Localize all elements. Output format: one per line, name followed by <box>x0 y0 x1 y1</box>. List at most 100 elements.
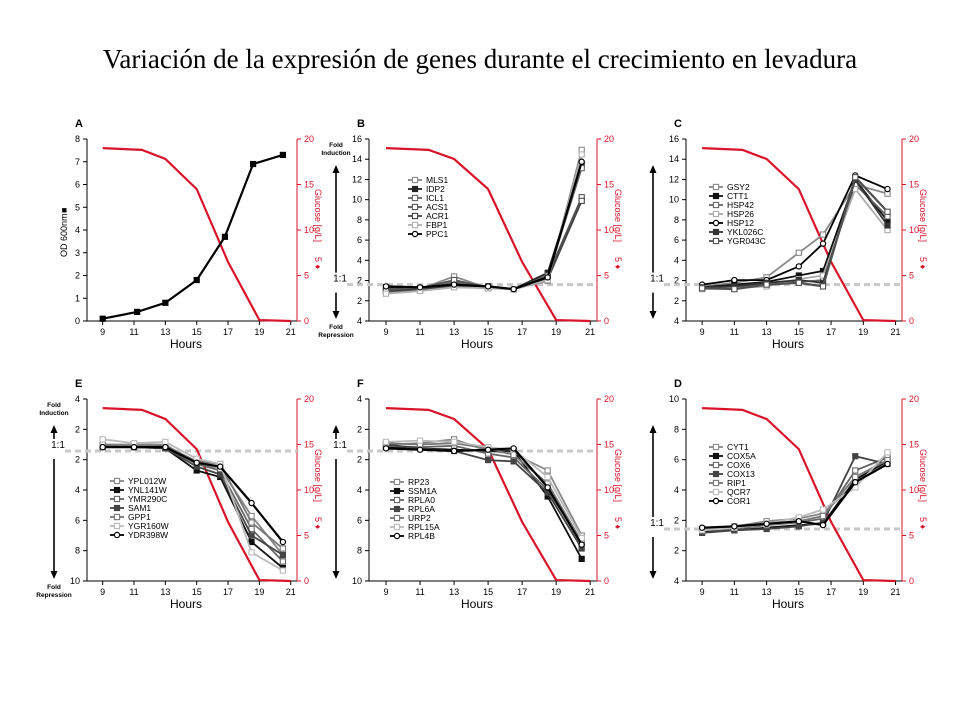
legend-marker <box>113 513 121 521</box>
legend-marker <box>393 532 401 540</box>
data-point <box>819 283 827 290</box>
legend-item: YKL026C <box>727 227 763 237</box>
legend-item: RP23 <box>408 477 430 487</box>
legend-marker <box>113 531 121 539</box>
series-acr1 <box>382 197 585 295</box>
panel-letter: B <box>357 118 365 130</box>
data-point <box>763 520 770 528</box>
fold-induction-label: Fold <box>329 142 343 149</box>
y2-tick-label: 5 <box>304 531 309 541</box>
induction-arrowhead <box>649 425 657 433</box>
legend-item: GSY2 <box>727 182 750 192</box>
data-point <box>99 436 106 443</box>
glucose-line <box>702 147 896 323</box>
data-point <box>485 457 492 464</box>
y-tick-label: 10 <box>352 576 362 586</box>
data-point <box>416 437 424 444</box>
y2-tick-label: 10 <box>604 485 614 495</box>
legend-marker <box>712 479 720 487</box>
x-tick-label: 19 <box>254 587 264 597</box>
data-point <box>544 274 551 281</box>
ratio-label: 1:1 <box>51 440 65 451</box>
data-point <box>510 285 517 293</box>
legend-marker <box>393 505 401 513</box>
glucose-line <box>102 147 291 323</box>
ratio-label: 1:1 <box>650 518 664 529</box>
legend-marker <box>712 210 720 218</box>
legend-item: ACS1 <box>426 202 448 212</box>
data-point <box>578 555 585 562</box>
y-tick-label: 4 <box>674 576 679 586</box>
y-tick-label: 4 <box>357 255 362 265</box>
legend-item: IDP2 <box>426 184 445 194</box>
data-point <box>217 471 224 478</box>
data-point <box>162 443 169 451</box>
x-tick-label: 21 <box>891 587 901 597</box>
data-point <box>884 449 891 456</box>
y2-tick-label: 20 <box>604 394 614 404</box>
panel-letter: E <box>75 378 82 390</box>
data-point <box>382 438 390 446</box>
legend-marker <box>712 461 720 469</box>
y-tick-label: 3 <box>75 248 80 258</box>
legend-marker <box>712 192 720 200</box>
x-tick-label: 21 <box>286 327 296 337</box>
y2-axis-glyph: 5 ♦ <box>313 257 323 270</box>
y-tick-label: 16 <box>669 134 679 144</box>
x-tick-label: 13 <box>160 587 170 597</box>
data-point <box>731 285 738 293</box>
x-tick-label: 13 <box>449 587 459 597</box>
y-axis-title: OD 600nm <box>59 213 69 257</box>
y2-axis-title: Glucose [g/L] <box>918 189 928 242</box>
y2-axis-title: Glucose [g/L] <box>613 449 623 502</box>
y-tick-label: 8 <box>674 424 679 434</box>
data-point <box>130 443 138 451</box>
x-tick-label: 9 <box>100 327 105 337</box>
series-ydr398w <box>99 443 287 546</box>
legend-item: GPP1 <box>128 512 151 522</box>
y-tick-label: 2 <box>357 276 362 286</box>
x-tick-label: 9 <box>700 327 705 337</box>
data-point <box>162 438 169 446</box>
legend-marker <box>712 470 720 478</box>
data-point <box>544 473 551 481</box>
x-tick-label: 21 <box>585 587 595 597</box>
y2-axis-glyph: 5 ♦ <box>613 257 623 270</box>
y-tick-label: 6 <box>75 180 80 190</box>
y-tick-label: 0 <box>75 316 80 326</box>
y2-axis-glyph: 5 ♦ <box>918 257 928 270</box>
data-point <box>852 473 859 481</box>
legend-item: COX13 <box>727 469 755 479</box>
x-tick-label: 17 <box>826 327 836 337</box>
legend-marker <box>712 488 720 496</box>
series-mls1 <box>382 146 585 294</box>
x-axis-title: Hours <box>461 597 493 611</box>
data-point <box>382 290 390 297</box>
legend-item: YPL012W <box>128 476 166 486</box>
legend-item: MLS1 <box>426 175 448 185</box>
data-point <box>819 231 827 238</box>
legend-item: URP2 <box>408 513 431 523</box>
data-point <box>795 249 802 256</box>
legend-marker <box>712 219 720 227</box>
x-tick-label: 9 <box>700 587 705 597</box>
y-tick-label: 2 <box>357 424 362 434</box>
data-point <box>416 446 424 453</box>
data-point <box>852 467 859 474</box>
data-point <box>510 451 517 459</box>
x-tick-label: 11 <box>730 327 739 337</box>
fold-repression-label: Fold <box>329 324 343 331</box>
legend-item: COX5A <box>727 451 756 461</box>
data-point <box>698 524 706 531</box>
y2-tick-label: 10 <box>909 225 919 235</box>
ratio-label: 1:1 <box>333 274 347 285</box>
panel-e: E 9 11 13 15 17 19 21 Hours 10 8 6 4 2 2 4 0 5 10 15 20 Gluco… <box>36 378 323 611</box>
slide-title: Variación de la expresión de genes duran… <box>102 44 858 74</box>
data-point <box>162 299 169 306</box>
legend-item: COX6 <box>727 460 750 470</box>
y-tick-label: 2 <box>75 271 80 281</box>
data-point <box>484 283 492 290</box>
y-tick-label: 7 <box>75 157 80 167</box>
legend-marker <box>113 486 121 494</box>
